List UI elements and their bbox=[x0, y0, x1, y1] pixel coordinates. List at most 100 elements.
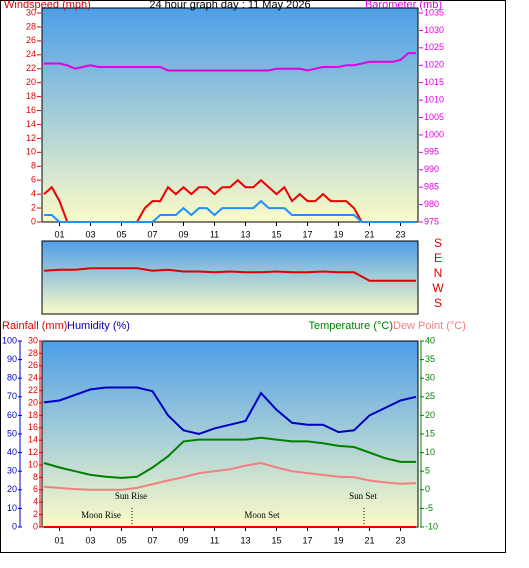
y-tick-label: 985 bbox=[424, 182, 439, 192]
x-tick-label: 07 bbox=[147, 229, 157, 239]
axis-title: Temperature (°C) bbox=[309, 320, 393, 332]
x-tick-label: 11 bbox=[210, 535, 219, 545]
annotation: Moon Set bbox=[244, 510, 280, 520]
y-tick-label: 35 bbox=[425, 354, 435, 364]
y-tick-label: 24 bbox=[28, 373, 38, 383]
y-tick-label: 20 bbox=[7, 484, 17, 494]
y-tick-label: S bbox=[434, 236, 442, 250]
series-line bbox=[43, 386, 417, 436]
y-tick-label: 30 bbox=[7, 466, 17, 476]
y-tick-label: 10 bbox=[7, 503, 17, 513]
x-tick-label: 13 bbox=[240, 229, 250, 239]
y-tick-label: 14 bbox=[28, 435, 38, 445]
y-tick-label: 40 bbox=[425, 335, 435, 345]
series-line bbox=[43, 436, 416, 479]
y-tick-label: 1035 bbox=[424, 7, 444, 17]
y-tick-label: -5 bbox=[425, 503, 433, 513]
series-line bbox=[44, 52, 416, 72]
y-tick-label: 1000 bbox=[424, 129, 444, 139]
y-tick-label: 20 bbox=[28, 397, 38, 407]
y-tick-label: 16 bbox=[28, 422, 38, 432]
y-tick-label: 30 bbox=[26, 7, 36, 17]
x-tick-label: 19 bbox=[333, 535, 343, 545]
x-tick-label: 21 bbox=[364, 229, 374, 239]
x-tick-label: 17 bbox=[302, 535, 312, 545]
y-tick-label: 26 bbox=[28, 360, 38, 370]
y-tick-label: 6 bbox=[31, 175, 36, 185]
chart-title: 24 hour graph day : 11 May 2026 bbox=[149, 0, 310, 11]
y-tick-label: 1010 bbox=[424, 94, 444, 104]
x-tick-label: 01 bbox=[54, 535, 64, 545]
x-tick-label: 15 bbox=[271, 229, 281, 239]
y-tick-label: 22 bbox=[28, 385, 38, 395]
y-tick-label: E bbox=[434, 251, 442, 265]
x-tick-label: 09 bbox=[178, 229, 188, 239]
x-tick-label: 23 bbox=[395, 229, 405, 239]
annotation: Moon Rise bbox=[81, 510, 121, 520]
series-line bbox=[43, 267, 416, 282]
y-tick-label: 25 bbox=[425, 391, 435, 401]
x-tick-label: 01 bbox=[54, 229, 64, 239]
y-tick-label: 1005 bbox=[424, 112, 444, 122]
y-tick-label: 14 bbox=[26, 119, 36, 129]
plot-area bbox=[41, 7, 419, 223]
y-tick-label: 980 bbox=[424, 199, 439, 209]
y-tick-label: 0 bbox=[31, 216, 36, 226]
axis-title: Rainfall (mm) bbox=[2, 320, 67, 332]
y-tick-label: 4 bbox=[31, 189, 36, 199]
y-tick-label: 70 bbox=[7, 391, 17, 401]
y-tick-label: 28 bbox=[28, 348, 38, 358]
x-tick-label: 15 bbox=[271, 535, 281, 545]
y-tick-label: 80 bbox=[7, 373, 17, 383]
axis-title: Dew Point (°C) bbox=[393, 320, 466, 332]
x-tick-label: 05 bbox=[116, 535, 126, 545]
x-tick-label: 11 bbox=[210, 229, 219, 239]
y-tick-label: 24 bbox=[26, 49, 36, 59]
y-tick-label: 10 bbox=[425, 447, 435, 457]
x-tick-label: 21 bbox=[364, 535, 374, 545]
x-tick-label: 17 bbox=[302, 229, 312, 239]
y-tick-label: 1030 bbox=[424, 25, 444, 35]
x-tick-label: 19 bbox=[333, 229, 343, 239]
series-line bbox=[43, 461, 417, 491]
y-tick-label: 1025 bbox=[424, 42, 444, 52]
y-tick-label: 60 bbox=[7, 410, 17, 420]
y-tick-label: 0 bbox=[425, 484, 430, 494]
y-tick-label: 26 bbox=[26, 35, 36, 45]
y-tick-label: 30 bbox=[425, 373, 435, 383]
y-tick-label: 8 bbox=[31, 161, 36, 171]
y-tick-label: 1015 bbox=[424, 77, 444, 87]
y-tick-label: 10 bbox=[26, 147, 36, 157]
y-tick-label: 990 bbox=[424, 164, 439, 174]
y-tick-label: 0 bbox=[12, 521, 17, 531]
axis-title: Windspeed (mph) bbox=[4, 0, 91, 11]
y-tick-label: 15 bbox=[425, 428, 435, 438]
y-tick-label: 2 bbox=[33, 509, 38, 519]
annotation: Sun Rise bbox=[115, 491, 147, 501]
y-tick-label: 8 bbox=[33, 472, 38, 482]
plot-area bbox=[41, 240, 419, 315]
y-tick-label: -10 bbox=[425, 521, 438, 531]
series-line bbox=[44, 199, 416, 223]
y-tick-label: 18 bbox=[26, 91, 36, 101]
y-tick-label: S bbox=[434, 296, 442, 310]
annotation: Sun Set bbox=[349, 491, 377, 501]
x-tick-label: 13 bbox=[240, 535, 250, 545]
x-tick-label: 03 bbox=[85, 535, 95, 545]
axis-title: Barometer (mb) bbox=[365, 0, 442, 11]
y-tick-label: 18 bbox=[28, 410, 38, 420]
y-tick-label: 20 bbox=[425, 410, 435, 420]
plot-area bbox=[41, 340, 419, 528]
y-tick-label: 28 bbox=[26, 21, 36, 31]
y-tick-label: 100 bbox=[2, 335, 17, 345]
y-tick-label: N bbox=[434, 266, 443, 280]
x-tick-label: 23 bbox=[395, 535, 405, 545]
y-tick-label: 30 bbox=[28, 335, 38, 345]
y-tick-label: 0 bbox=[33, 521, 38, 531]
x-tick-label: 07 bbox=[147, 535, 157, 545]
x-tick-label: 03 bbox=[85, 229, 95, 239]
y-tick-label: 4 bbox=[33, 497, 38, 507]
y-tick-label: 50 bbox=[7, 428, 17, 438]
y-tick-label: 975 bbox=[424, 216, 439, 226]
y-tick-label: 995 bbox=[424, 147, 439, 157]
